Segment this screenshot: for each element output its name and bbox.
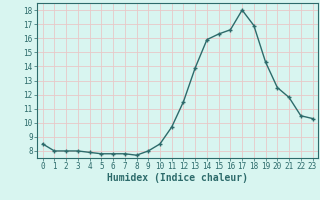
X-axis label: Humidex (Indice chaleur): Humidex (Indice chaleur): [107, 173, 248, 183]
